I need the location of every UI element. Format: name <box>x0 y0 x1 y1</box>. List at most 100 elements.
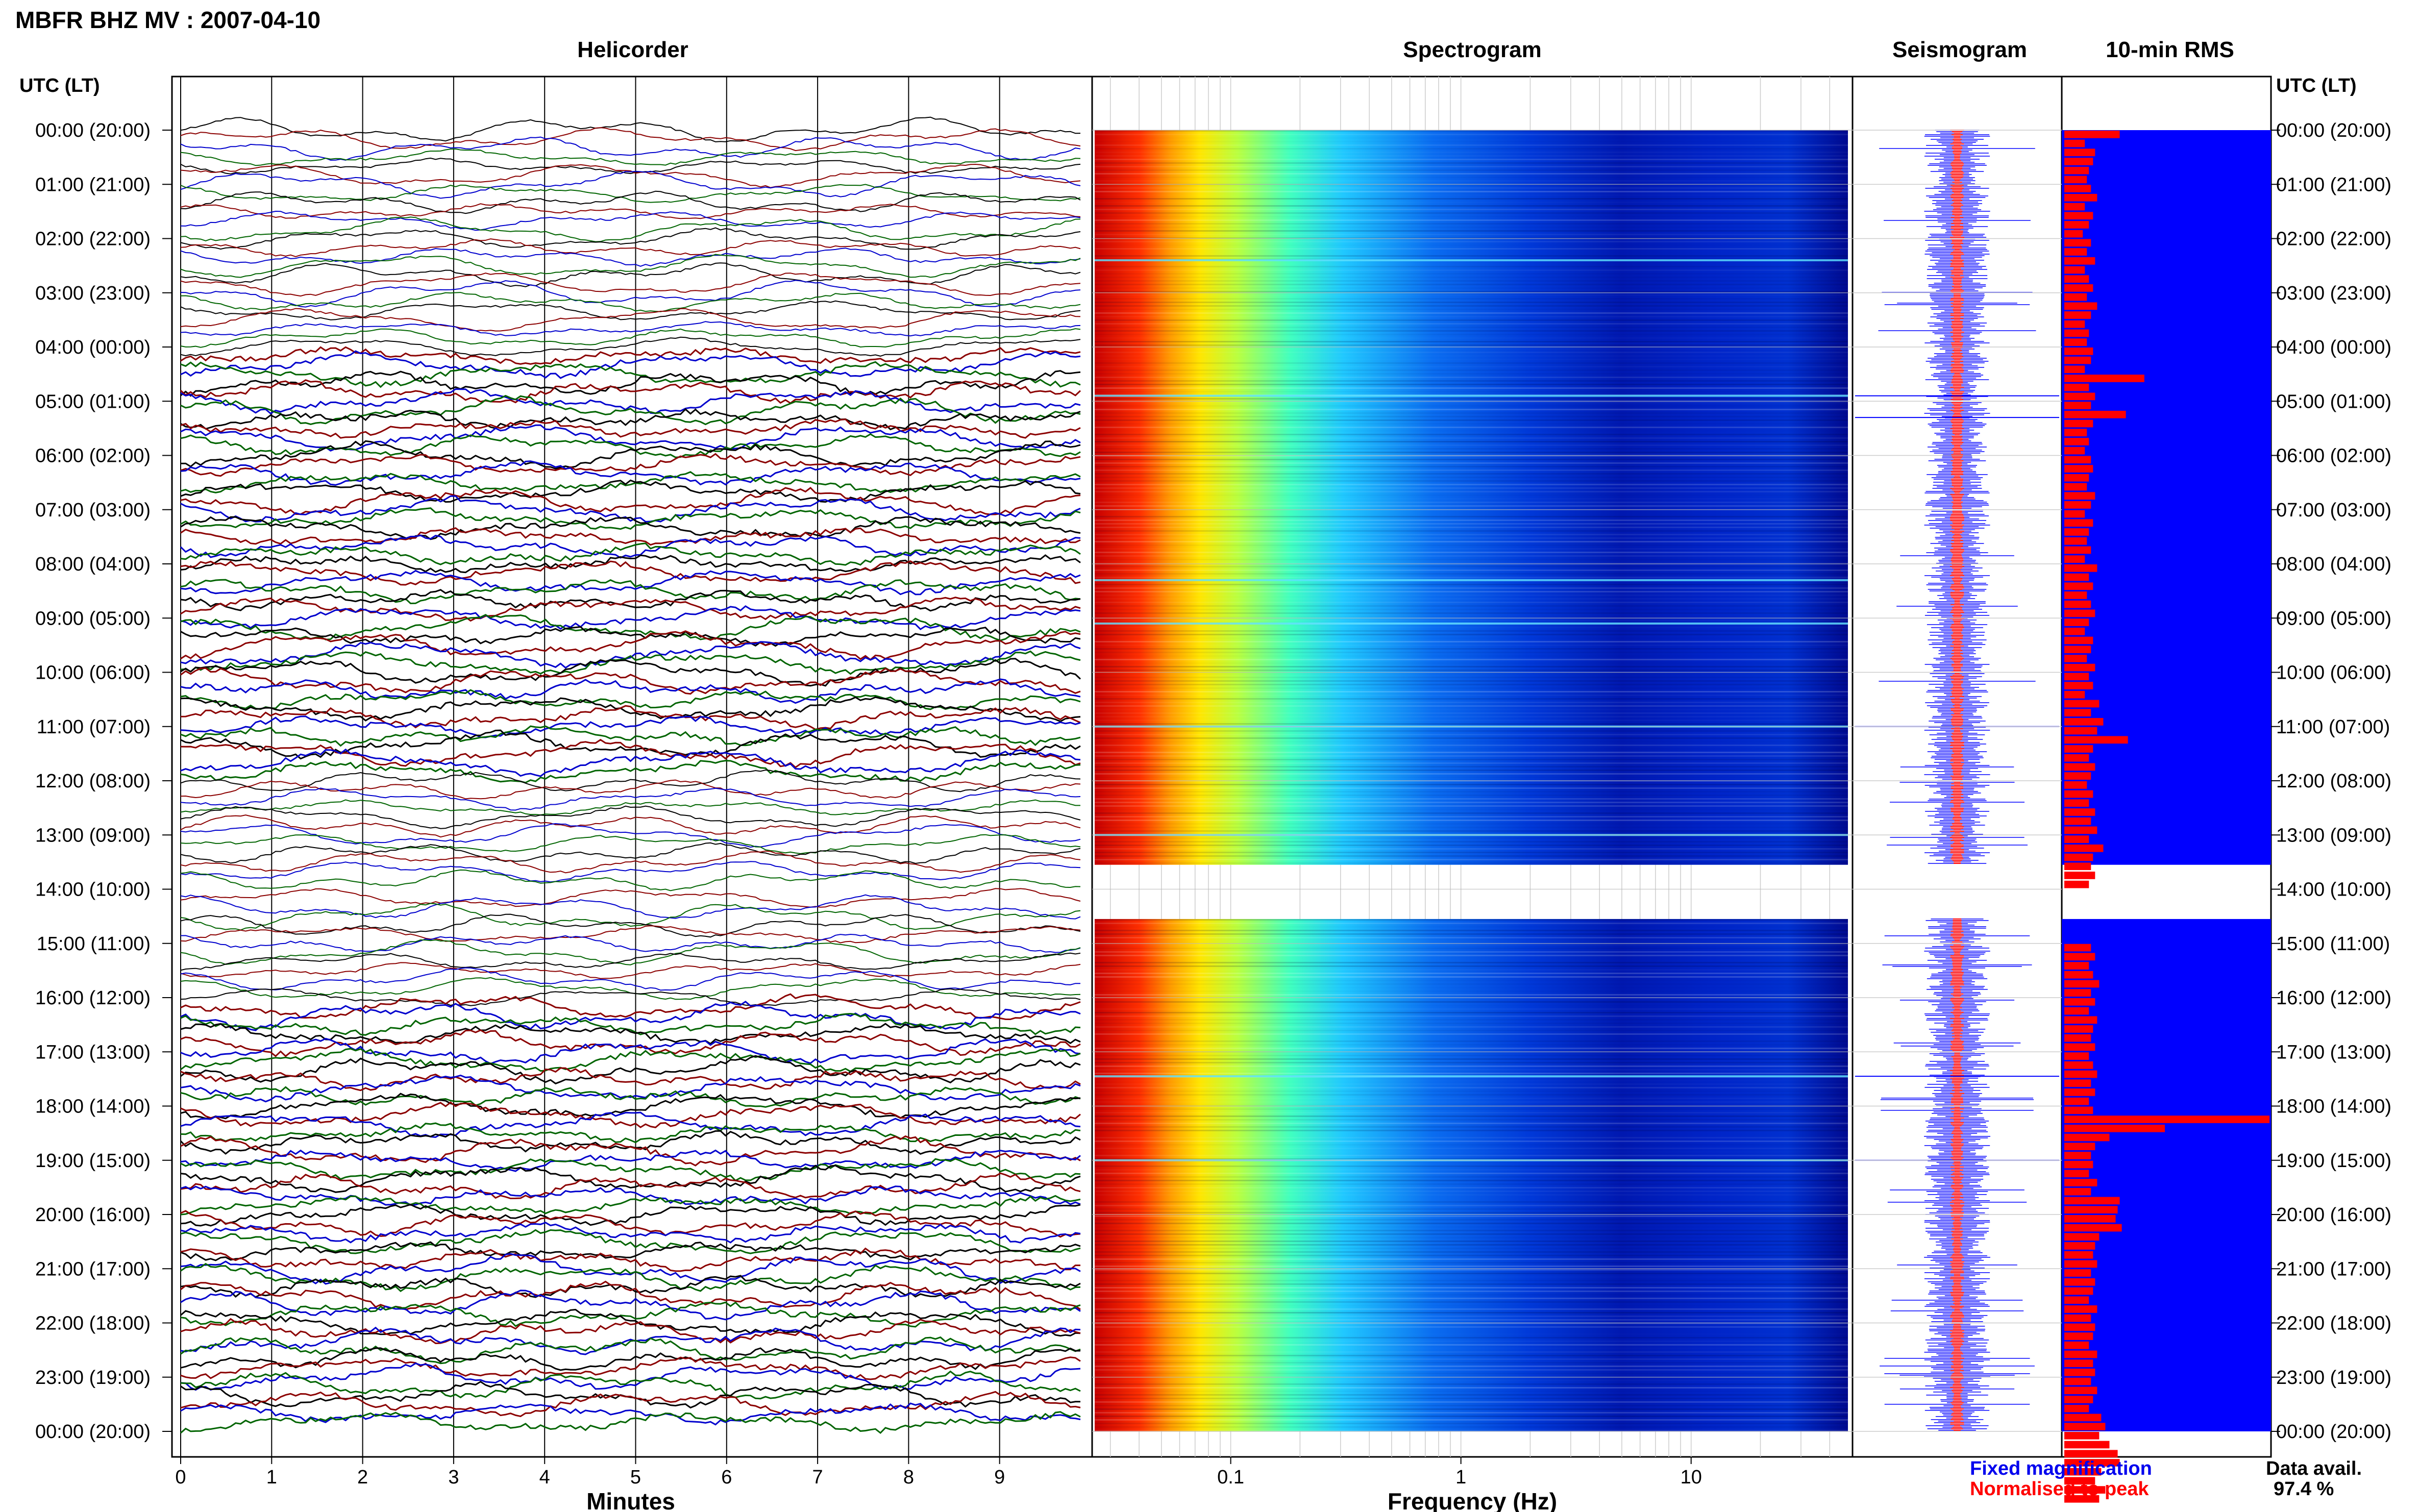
helicorder-trace <box>180 300 1081 320</box>
rms-bar <box>2064 690 2085 699</box>
spectrogram-texture <box>1095 312 1848 314</box>
spectrogram-texture <box>1095 1101 1848 1103</box>
helicorder-trace <box>180 227 1081 250</box>
helicorder-trace <box>180 1402 1081 1426</box>
rms-bar <box>2064 230 2083 238</box>
spectrogram-texture <box>1095 741 1848 742</box>
rms-bar <box>2064 329 2089 337</box>
helicorder-trace <box>180 184 1081 203</box>
spectrogram-texture <box>1095 1247 1848 1249</box>
rms-bar <box>2064 266 2085 274</box>
spectrogram-texture <box>1095 670 1848 671</box>
spectrogram-texture <box>1095 444 1848 446</box>
spectrogram-texture <box>1095 519 1848 521</box>
rms-bar <box>2064 456 2091 464</box>
spectrogram-texture <box>1095 1404 1848 1406</box>
spectrogram-texture <box>1095 144 1848 146</box>
spectrogram-texture <box>1095 305 1848 307</box>
spectrogram-texture <box>1095 812 1848 814</box>
spectrogram-texture <box>1095 1408 1848 1410</box>
rms-bar <box>2064 284 2093 292</box>
spectrogram-texture <box>1095 369 1848 371</box>
rms-bar <box>2064 320 2085 328</box>
spectrogram-texture <box>1095 169 1848 171</box>
helicorder-trace <box>180 1101 1081 1129</box>
time-label-right: 06:00 (02:00) <box>2276 445 2391 467</box>
spectrogram-texture <box>1095 652 1848 653</box>
spectrogram-texture <box>1095 1226 1848 1228</box>
spectrogram-texture <box>1095 1065 1848 1067</box>
spectrogram-texture <box>1095 680 1848 682</box>
seismogram-normalised-trace <box>1950 918 1964 1431</box>
rms-bar <box>2064 808 2095 816</box>
time-label-right: 22:00 (18:00) <box>2276 1313 2391 1334</box>
spectrogram-texture <box>1095 544 1848 546</box>
helicorder-trace <box>180 1336 1081 1365</box>
spectrogram-texture <box>1095 1147 1848 1149</box>
spectrogram-texture <box>1095 202 1848 203</box>
rms-bar <box>2064 239 2091 247</box>
rms-bar <box>2064 1242 2095 1250</box>
time-label-left: 08:00 (04:00) <box>35 554 151 575</box>
spectrogram-texture <box>1095 516 1848 517</box>
rms-bar <box>2064 663 2095 672</box>
spectrogram-texture <box>1095 1365 1848 1367</box>
time-label-left: 00:00 (20:00) <box>35 1421 151 1443</box>
rms-bar <box>2064 673 2089 681</box>
rms-bar <box>2064 1052 2089 1060</box>
helicorder-trace <box>180 667 1081 695</box>
spectrogram-texture <box>1095 548 1848 550</box>
spectrogram-texture <box>1095 237 1848 239</box>
rms-bar <box>2064 375 2144 382</box>
helicorder-trace <box>180 1111 1081 1138</box>
helicorder-trace <box>180 157 1081 175</box>
spectrogram-texture <box>1095 523 1848 525</box>
spectrogram-texture <box>1095 691 1848 692</box>
spectrogram-texture <box>1095 929 1848 931</box>
rms-bar <box>2064 700 2100 708</box>
rms-bar <box>2064 1152 2091 1159</box>
spectrogram-texture <box>1095 1301 1848 1303</box>
rms-bar <box>2064 1179 2097 1186</box>
rms-bar <box>2064 564 2097 572</box>
spectrogram-texture <box>1095 534 1848 535</box>
rms-bar <box>2064 745 2093 753</box>
spectrogram-texture <box>1095 845 1848 846</box>
rms-bar <box>2064 763 2095 771</box>
spectrogram-texture <box>1095 1140 1848 1142</box>
rms-bar <box>2064 1079 2091 1087</box>
spectrogram-texture <box>1095 1383 1848 1385</box>
spectrogram-texture <box>1095 1297 1848 1299</box>
helicorder-trace <box>180 678 1081 704</box>
helicorder-trace <box>180 148 1081 166</box>
time-label-left: 22:00 (18:00) <box>35 1313 151 1334</box>
spectrogram-texture <box>1095 1026 1848 1028</box>
rms-bar <box>2064 772 2091 780</box>
spectrogram-texture <box>1095 130 1848 132</box>
spectrogram-texture <box>1095 323 1848 325</box>
rms-bar <box>2064 1269 2091 1277</box>
spectrogram-texture <box>1095 223 1848 225</box>
spectrogram-texture <box>1095 823 1848 825</box>
spectrogram-texture <box>1095 1237 1848 1238</box>
time-label-left: 06:00 (02:00) <box>35 445 151 467</box>
spectrogram-texture <box>1095 559 1848 560</box>
spectrogram-xlabel: Frequency (Hz) <box>1388 1488 1557 1512</box>
spectrogram-texture <box>1095 1219 1848 1221</box>
helicorder-trace <box>180 1172 1081 1200</box>
spectrogram-texture <box>1095 994 1848 996</box>
rms-bar <box>2064 1160 2093 1169</box>
rms-bar <box>2064 257 2095 265</box>
spectrogram-texture <box>1095 1086 1848 1088</box>
spectrogram-texture <box>1095 855 1848 857</box>
rms-bar <box>2064 1468 2102 1476</box>
helicorder-trace <box>180 433 1081 458</box>
rms-bar <box>2064 338 2087 346</box>
time-label-left: 10:00 (06:00) <box>35 662 151 684</box>
spectrogram-texture <box>1095 1348 1848 1349</box>
helicorder-trace <box>180 328 1081 348</box>
helicorder-trace <box>180 1203 1081 1227</box>
spectrogram-texture <box>1095 341 1848 342</box>
helicorder-trace <box>180 888 1081 908</box>
helicorder-trace <box>180 272 1081 297</box>
